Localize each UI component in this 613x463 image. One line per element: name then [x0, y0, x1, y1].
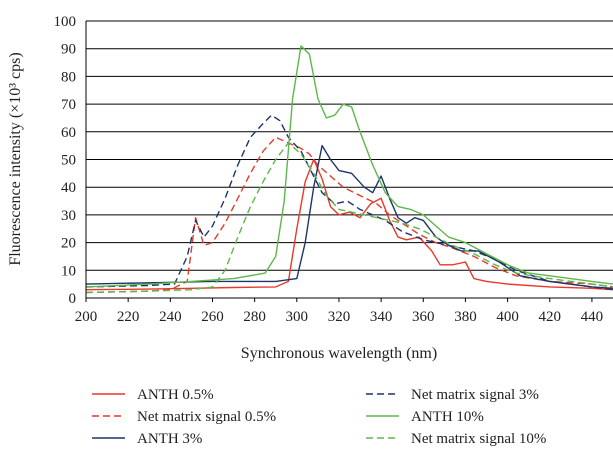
legend: ANTH 0.5% Net matrix signal 0.5% ANTH 3% Ne…	[92, 387, 546, 447]
x-tick-label: 380	[454, 309, 477, 325]
legend-label: ANTH 3%	[137, 431, 202, 447]
y-tick-label: 0	[69, 291, 77, 307]
legend-label: Net matrix signal 3%	[411, 387, 539, 403]
legend-label: Net matrix signal 10%	[411, 431, 546, 447]
x-tick-label: 300	[286, 309, 309, 325]
y-tick-label: 60	[61, 125, 76, 141]
y-tick-label: 100	[54, 14, 77, 30]
y-tick-labels: 0 10 20 30 40 50 60 70 80 90 100	[54, 14, 77, 307]
series-line-6	[85, 142, 613, 294]
series-line-5	[85, 45, 613, 288]
y-tick-label: 90	[61, 42, 76, 58]
x-tick-label: 400	[496, 309, 519, 325]
x-tick-label: 200	[75, 309, 98, 325]
y-tick-label: 40	[61, 180, 76, 196]
x-tick-label: 420	[539, 309, 562, 325]
y-tick-label: 80	[61, 69, 76, 85]
series-line-4	[85, 114, 613, 291]
x-tick-label: 240	[159, 309, 182, 325]
x-tick-label: 340	[370, 309, 393, 325]
gridlines	[86, 20, 613, 271]
x-tick-label: 360	[412, 309, 435, 325]
x-tick-label: 280	[243, 309, 266, 325]
legend-label: Net matrix signal 0.5%	[137, 409, 276, 425]
x-tick-label: 220	[117, 309, 140, 325]
y-axis-title: Fluorescence intensity (×10³ cps)	[7, 52, 24, 265]
legend-label: ANTH 10%	[411, 409, 484, 425]
x-tick-label: 320	[328, 309, 351, 325]
y-tick-label: 10	[61, 263, 76, 279]
y-tick-label: 70	[61, 97, 76, 113]
series-line-1	[85, 158, 613, 291]
x-axis-title: Synchronous wavelength (nm)	[241, 345, 437, 362]
axes	[85, 21, 613, 302]
y-tick-label: 20	[61, 236, 76, 252]
legend-label: ANTH 0.5%	[137, 387, 214, 403]
y-tick-label: 50	[61, 153, 76, 169]
series-line-3	[85, 144, 613, 289]
x-tick-label: 260	[201, 309, 224, 325]
series-lines	[85, 45, 613, 294]
x-tick-label: 440	[581, 309, 604, 325]
x-tick-labels: 200 220 240 260 280 300 320 340 360 380 400 420 440	[75, 309, 603, 325]
y-tick-label: 30	[61, 208, 76, 224]
